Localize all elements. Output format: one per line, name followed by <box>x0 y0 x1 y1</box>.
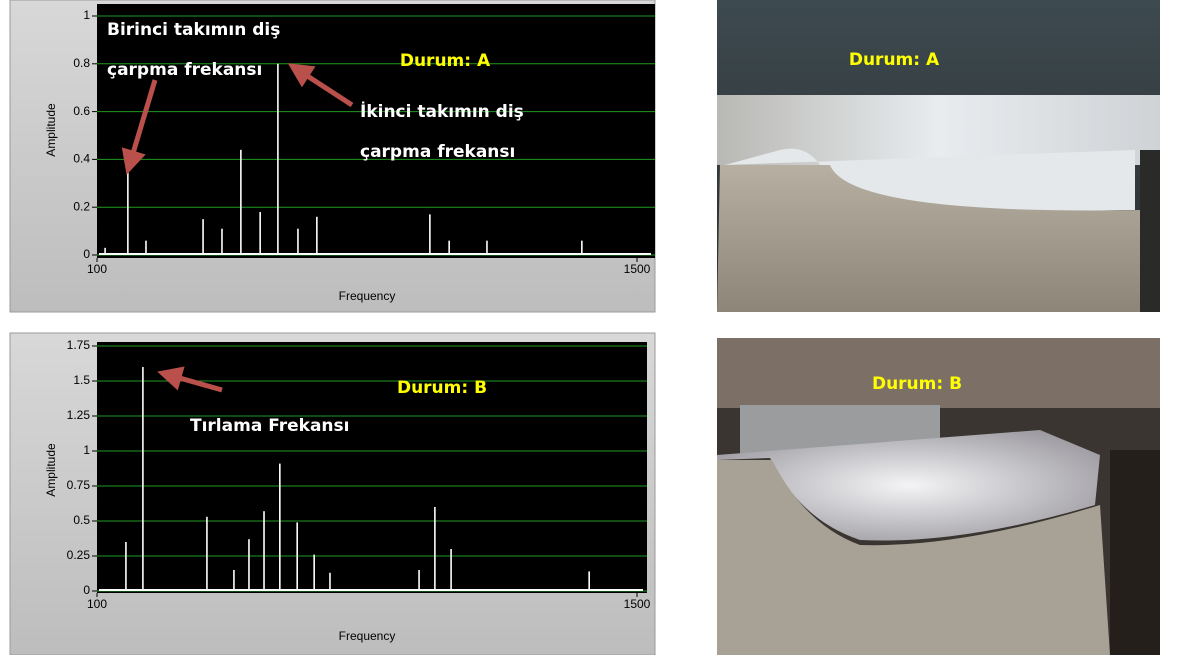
y-tick-label: 1.25 <box>67 408 91 422</box>
y-axis-label: Amplitude <box>44 103 58 157</box>
y-axis-label: Amplitude <box>44 443 58 497</box>
annotation: Durum: A <box>400 51 491 71</box>
figure: 0 0.2 0.4 0.6 0.8 1 100 1500 Frequency Amplitude B… <box>0 0 1182 655</box>
annotation: çarpma frekansı <box>107 60 262 80</box>
photo-label: Durum: B <box>872 374 962 394</box>
x-tick-label: 100 <box>87 262 107 276</box>
y-tick-label: 1 <box>83 8 90 22</box>
x-axis-label: Frequency <box>339 289 396 303</box>
y-tick-label: 0.25 <box>67 548 91 562</box>
photo-label: Durum: A <box>849 50 940 70</box>
annotation: Birinci takımın diş <box>107 20 280 40</box>
x-tick-label: 1500 <box>624 262 651 276</box>
x-tick-label: 1500 <box>624 597 651 611</box>
x-tick-label: 100 <box>87 597 107 611</box>
spectrum-chart: 0 0.2 0.4 0.6 0.8 1 100 1500 Frequency Amplitude B… <box>10 0 655 312</box>
y-tick-label: 0.6 <box>73 104 90 118</box>
annotation: çarpma frekansı <box>360 142 515 162</box>
x-axis-label: Frequency <box>339 629 396 643</box>
y-tick-label: 0.4 <box>73 152 90 166</box>
y-tick-label: 0.2 <box>73 199 90 213</box>
y-tick-label: 0 <box>83 583 90 597</box>
y-tick-label: 1.5 <box>73 373 90 387</box>
photo-a <box>717 0 1160 312</box>
annotation: İkinci takımın diş <box>360 100 524 122</box>
y-tick-label: 0.75 <box>67 478 91 492</box>
y-tick-label: 0.5 <box>73 513 90 527</box>
y-tick-label: 1 <box>83 443 90 457</box>
y-tick-label: 0.8 <box>73 56 90 70</box>
y-tick-label: 1.75 <box>67 338 91 352</box>
spectrum-chart: 0 0.25 0.5 0.75 1 1.25 1.5 1.75 100 1500 Frequency… <box>10 333 655 655</box>
annotation: Tırlama Frekansı <box>190 416 349 436</box>
annotation: Durum: B <box>397 378 487 398</box>
plot-area <box>97 4 655 258</box>
y-tick-label: 0 <box>83 247 90 261</box>
